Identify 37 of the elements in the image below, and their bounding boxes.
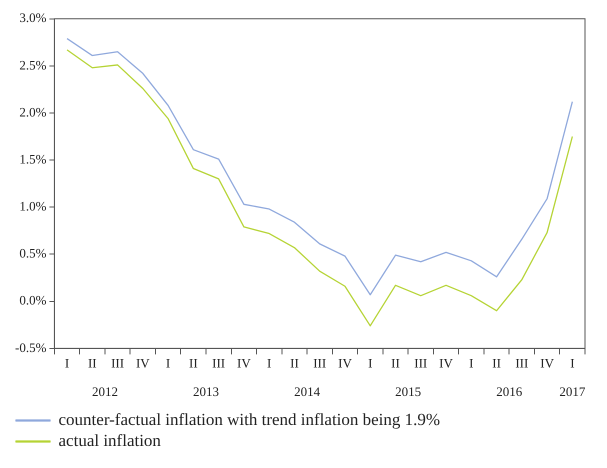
x-tick-label: II	[88, 356, 97, 371]
y-tick-label: 2.5%	[19, 57, 47, 72]
x-tick-label: III	[212, 356, 226, 371]
x-tick-label: IV	[439, 356, 454, 371]
text: 2015	[395, 384, 422, 399]
x-tick-label: III	[313, 356, 326, 371]
x-tick-label: IV	[136, 356, 150, 371]
x-tick-label: I	[368, 356, 372, 371]
y-tick-label: 1.0%	[19, 198, 47, 214]
x-tick-label: I	[64, 356, 70, 371]
text: 2016	[496, 384, 523, 399]
x-tick-label: III	[111, 356, 124, 371]
text: 2017	[559, 384, 586, 399]
x-tick-label: II	[391, 356, 400, 371]
x-tick-label: II	[492, 356, 501, 371]
x-tick-label: II	[189, 356, 198, 371]
legend-label: actual inflation	[58, 430, 162, 450]
text: 2012	[92, 384, 118, 399]
y-tick-label: 3.0%	[19, 10, 47, 26]
y-tick-label: 1.5%	[19, 151, 47, 166]
text: 2013	[193, 384, 220, 399]
x-tick-label: I	[166, 356, 170, 371]
y-tick-label: 2.0%	[19, 104, 47, 120]
legend-label: counter-factual inflation with trend inflation being 1.9%	[58, 410, 440, 429]
x-tick-label: II	[290, 356, 299, 371]
x-tick-label: I	[570, 356, 575, 371]
x-tick-label: IV	[338, 356, 352, 371]
x-tick-label: III	[414, 356, 428, 371]
x-tick-label: I	[469, 356, 474, 371]
y-tick-label: -0.5%	[14, 340, 47, 355]
x-tick-label: IV	[540, 356, 555, 371]
y-tick-label: 0.5%	[19, 246, 47, 261]
text: 2014	[294, 384, 321, 399]
x-tick-label: I	[267, 356, 272, 371]
y-tick-label: 0.0%	[19, 292, 47, 308]
x-tick-label: III	[515, 356, 528, 371]
x-tick-label: IV	[237, 356, 252, 371]
